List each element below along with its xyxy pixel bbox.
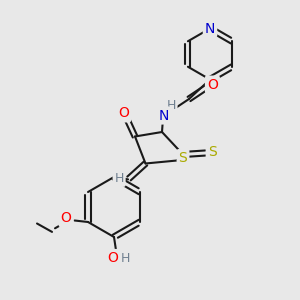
Text: S: S <box>208 145 217 158</box>
Text: O: O <box>207 78 218 92</box>
Text: H: H <box>121 251 130 265</box>
Text: H: H <box>166 99 176 112</box>
Text: H: H <box>114 172 124 185</box>
Text: O: O <box>107 251 118 265</box>
Text: S: S <box>178 151 188 165</box>
Text: N: N <box>205 22 215 35</box>
Text: O: O <box>118 106 129 120</box>
Text: O: O <box>61 211 72 225</box>
Text: N: N <box>158 109 169 122</box>
